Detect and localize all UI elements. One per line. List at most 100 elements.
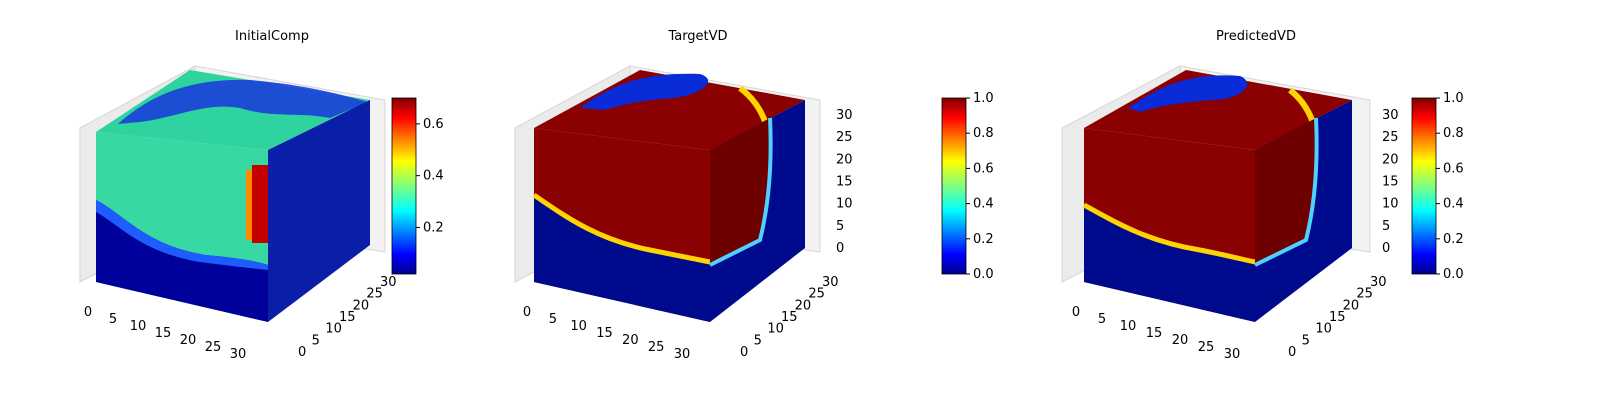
y-tick-label: 10 (767, 322, 784, 337)
y-tick-label: 25 (808, 287, 825, 302)
cube-side-hot-region (1255, 118, 1317, 265)
y-tick-label: 15 (781, 310, 798, 325)
colorbar-tick-label: 0.0 (1443, 267, 1464, 282)
x-tick-label: 30 (674, 347, 691, 362)
z-tick-label: 20 (1382, 152, 1399, 167)
z-tick-label: 10 (1382, 197, 1399, 212)
chart-title: InitialComp (235, 29, 309, 44)
colorbar: 0.0 0.2 0.4 0.6 0.8 1.0 (1411, 91, 1464, 282)
x-tick-label: 15 (1146, 326, 1163, 341)
x-tick-label: 10 (570, 319, 587, 334)
cube-front-transition (96, 200, 268, 270)
z-tick-label: 25 (1382, 130, 1399, 145)
y-tick-label: 20 (1343, 298, 1360, 313)
y-tick-label: 15 (1329, 310, 1346, 325)
x-tick-label: 20 (622, 333, 639, 348)
colorbar-tick-label: 0.4 (423, 169, 444, 184)
colorbar-tick-label: 0.4 (1443, 197, 1464, 212)
colorbar-tick-label: 0.2 (973, 232, 994, 247)
cube-top-cool-region (118, 79, 368, 124)
colorbar-tick-label: 0.0 (973, 267, 994, 282)
x-tick-label: 15 (596, 326, 613, 341)
colorbar-fill (391, 97, 417, 275)
chart-title: TargetVD (667, 29, 727, 44)
colorbar-tick-label: 0.6 (973, 161, 994, 176)
cube-top-face (1084, 70, 1352, 150)
y-tick-label: 25 (1356, 287, 1373, 302)
chart-title: PredictedVD (1216, 29, 1296, 44)
y-tick-label: 5 (754, 333, 762, 348)
x-tick-label: 20 (1172, 333, 1189, 348)
cube-front-transition (532, 192, 711, 265)
y-tick-label: 0 (740, 345, 748, 360)
x-tick-label: 15 (155, 326, 172, 341)
cube-top-cool-region (580, 73, 709, 110)
y-tick-label: 25 (366, 287, 383, 302)
x-tick-label: 5 (109, 312, 117, 327)
cube-hot-band (252, 165, 272, 243)
panel-predictedvd: PredictedVD 0 5 10 15 20 25 30 0510152025300510… (1061, 29, 1464, 362)
cube-top-cool-region (1128, 75, 1248, 112)
voxel-cube (96, 70, 370, 322)
colorbar-tick-label: 0.4 (973, 197, 994, 212)
z-tick-label: 25 (836, 130, 853, 145)
colorbar-tick-label: 0.6 (423, 117, 444, 132)
cube-front-cool-region (534, 195, 710, 322)
z-tick-label: 15 (1382, 175, 1399, 190)
z-tick-label: 30 (836, 108, 853, 123)
colorbar-tick-label: 0.6 (1443, 161, 1464, 176)
y-tick-label: 15 (339, 310, 356, 325)
colorbar-ticks: 0.0 0.2 0.4 0.6 0.8 1.0 (966, 91, 994, 282)
x-tick-label: 25 (1198, 340, 1215, 355)
colorbar-fill (1411, 97, 1437, 275)
cube-hot-band-edge (246, 170, 252, 240)
x-tick-label: 5 (1098, 312, 1106, 327)
z-tick-label: 30 (1382, 108, 1399, 123)
cube-front-transition (1082, 202, 1256, 265)
z-tick-label: 0 (836, 241, 844, 256)
y-tick-label: 30 (822, 275, 839, 290)
cube-side-transition (709, 117, 773, 267)
z-tick-label: 10 (836, 197, 853, 212)
colorbar: 0.0 0.2 0.4 0.6 0.8 1.0 (941, 91, 994, 282)
z-tick-label: 15 (836, 175, 853, 190)
colorbar-fill (941, 97, 967, 275)
colorbar-tick-label: 0.2 (1443, 232, 1464, 247)
z-tick-label: 5 (836, 219, 844, 234)
x-tick-label: 25 (205, 340, 222, 355)
cube-front-cool-region (1084, 205, 1255, 322)
colorbar-ticks: 0.0 0.2 0.4 0.6 0.8 1.0 (1436, 91, 1464, 282)
colorbar: 0.2 0.4 0.6 (391, 97, 444, 275)
x-tick-label: 0 (84, 305, 92, 320)
x-tick-label: 5 (549, 312, 557, 327)
voxel-cube (532, 70, 805, 322)
y-tick-label: 0 (1288, 345, 1296, 360)
cube-side-face (268, 100, 370, 322)
y-tick-label: 0 (298, 345, 306, 360)
z-tick-label: 20 (836, 152, 853, 167)
x-tick-label: 30 (1224, 347, 1241, 362)
x-tick-label: 20 (180, 333, 197, 348)
colorbar-tick-label: 1.0 (1443, 91, 1464, 106)
y-tick-label: 10 (325, 322, 342, 337)
y-tick-label: 30 (1370, 275, 1387, 290)
y-tick-label: 20 (795, 298, 812, 313)
y-tick-label: 10 (1315, 322, 1332, 337)
colorbar-tick-label: 1.0 (973, 91, 994, 106)
cube-side-hot-region (710, 118, 771, 265)
x-tick-label: 10 (130, 319, 147, 334)
cube-top-face (534, 70, 805, 150)
x-tick-label: 0 (1072, 305, 1080, 320)
z-tick-label: 5 (1382, 219, 1390, 234)
y-tick-label: 30 (380, 275, 397, 290)
colorbar-tick-label: 0.2 (423, 220, 444, 235)
x-tick-label: 30 (230, 347, 247, 362)
cube-side-transition (1254, 117, 1319, 267)
x-tick-label: 25 (648, 340, 665, 355)
x-tick-label: 0 (523, 305, 531, 320)
colorbar-tick-label: 0.8 (973, 126, 994, 141)
panel-targetvd: TargetVD 0 5 10 15 20 25 30 0510152025300510152… (514, 29, 994, 362)
